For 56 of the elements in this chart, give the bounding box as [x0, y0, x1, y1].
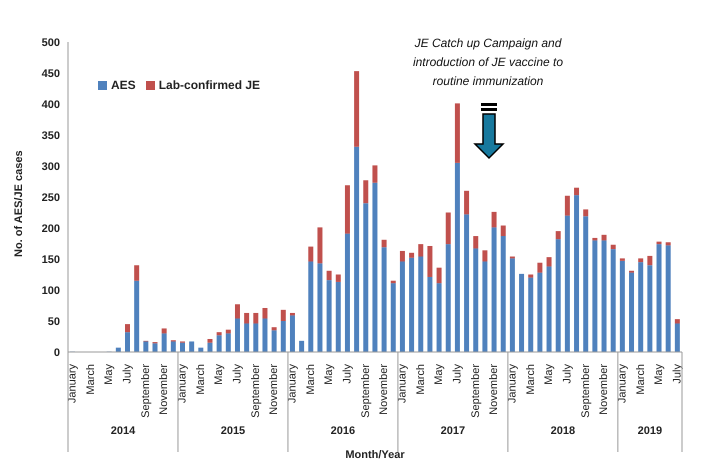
text: 2019: [638, 425, 662, 437]
x-tick-label: January: [66, 364, 79, 404]
y-tick-label: 150: [42, 254, 60, 266]
legend-label: AES: [111, 78, 136, 92]
y-tick-label: 400: [42, 98, 60, 111]
x-tick-label: July: [671, 364, 684, 384]
y-tick-label: 200: [42, 222, 60, 235]
x-tick-label: March: [524, 364, 537, 395]
x-tick-label: July: [232, 364, 244, 384]
x-tick-label: March: [304, 364, 317, 395]
x-tick-label: January: [506, 364, 518, 404]
x-tick-label: January: [286, 364, 299, 404]
annotation: JE Catch up Campaign and introduction of JE vaccine to routine immunization: [412, 35, 564, 90]
x-tick-label: March: [634, 364, 647, 395]
x-tick-label: May: [433, 364, 446, 385]
x-tick-label: July: [561, 364, 574, 384]
x-tick-label: January: [616, 364, 628, 404]
x-tick-label: March: [414, 364, 427, 395]
y-tick-label: 50: [48, 316, 60, 328]
text: 2018: [550, 425, 576, 437]
x-tick-label: May: [103, 364, 116, 385]
text: 2016: [330, 425, 356, 437]
x-tick-label: November: [268, 364, 280, 415]
x-axis-title: Month/Year: [345, 449, 406, 461]
y-tick-label: 250: [42, 192, 60, 204]
x-tick-label: May: [323, 364, 336, 385]
y-tick-label: 300: [42, 160, 60, 173]
y-axis-title: No. of AES/JE cases: [12, 150, 25, 257]
x-tick-label: November: [598, 364, 610, 415]
x-tick-label: November: [488, 364, 500, 415]
y-tick-label: 500: [42, 36, 60, 49]
x-tick-label: July: [342, 364, 354, 384]
x-tick-label: September: [360, 364, 372, 418]
text: 2017: [440, 425, 466, 437]
x-tick-label: May: [543, 364, 556, 385]
x-tick-label: July: [122, 364, 134, 384]
x-tick-label: September: [470, 364, 482, 418]
x-tick-label: January: [176, 364, 189, 404]
x-tick-label: January: [396, 364, 408, 404]
y-tick-label: 450: [42, 68, 60, 80]
x-tick-label: September: [580, 364, 592, 418]
y-tick-label: 0: [54, 346, 60, 359]
text: 2015: [220, 425, 246, 437]
x-tick-label: September: [140, 364, 152, 418]
x-tick-label: March: [84, 364, 97, 395]
x-tick-label: March: [194, 364, 207, 395]
x-tick-label: May: [213, 364, 226, 385]
x-tick-label: September: [250, 364, 262, 418]
y-tick-label: 350: [42, 130, 60, 142]
x-tick-label: May: [653, 364, 666, 385]
text: 2014: [110, 425, 136, 437]
legend-label: Lab-confirmed JE: [158, 78, 260, 92]
y-tick-label: 100: [42, 284, 60, 297]
x-tick-label: November: [158, 364, 170, 415]
x-tick-label: July: [451, 364, 464, 384]
x-tick-label: November: [378, 364, 390, 415]
